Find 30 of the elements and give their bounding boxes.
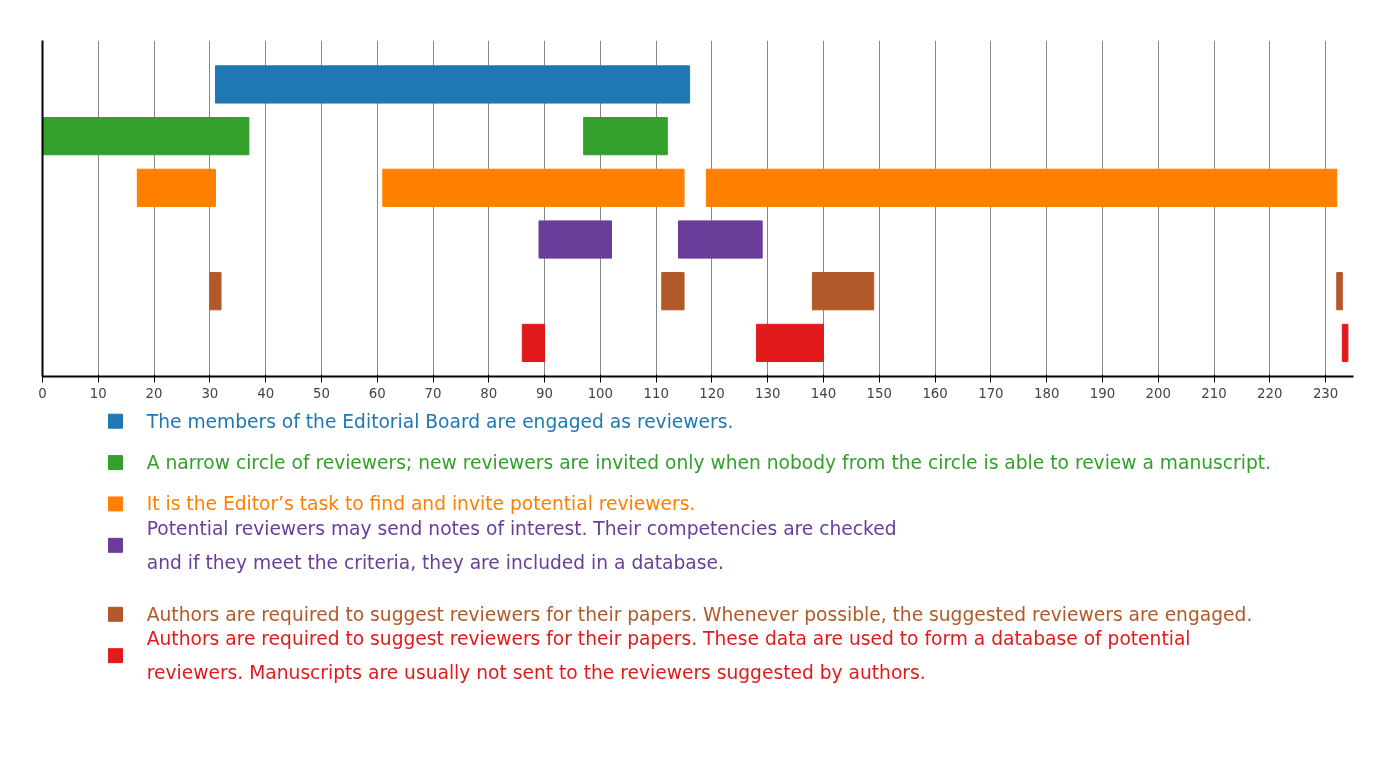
x-tick-label: 0 — [38, 385, 47, 401]
legend-label: Authors are required to suggest reviewers for their papers. Whenever possible, the suggested reviewers are engaged. — [146, 603, 1253, 625]
x-tick-label: 170 — [978, 385, 1004, 401]
legend-label: It is the Editor’s task to find and invite potential reviewers. — [146, 493, 696, 515]
x-tick-label: 90 — [536, 385, 554, 401]
legend-label: A narrow circle of reviewers; new reviewers are invited only when nobody from the circle is able to review a manuscript. — [146, 452, 1272, 474]
x-tick-label: 200 — [1145, 385, 1171, 401]
x-tick-label: 230 — [1312, 385, 1339, 401]
x-tick-label: 140 — [810, 385, 837, 401]
x-tick-label: 120 — [699, 385, 725, 401]
x-tick-label: 220 — [1257, 385, 1283, 401]
legend-label: The members of the Editorial Board are engaged as reviewers. — [145, 410, 734, 432]
x-tick-label: 110 — [643, 385, 669, 401]
x-tick-label: 150 — [866, 385, 893, 401]
x-tick-label: 130 — [755, 385, 781, 401]
x-tick-label: 60 — [368, 385, 386, 401]
x-tick-label: 30 — [201, 385, 219, 401]
x-tick-label: 180 — [1033, 385, 1060, 401]
x-tick-label: 10 — [89, 385, 107, 401]
x-tick-label: 100 — [587, 385, 614, 401]
x-tick-label: 190 — [1089, 385, 1116, 401]
x-tick-label: 70 — [424, 385, 442, 401]
legend-label: Authors are required to suggest reviewers for their papers. These data are used to form a database of potential reviewers. Manuscripts are usually not sent to the reviewers suggested by authors. — [146, 628, 1191, 683]
x-tick-label: 50 — [312, 385, 330, 401]
x-tick-label: 160 — [922, 385, 948, 401]
x-tick-label: 80 — [480, 385, 498, 401]
x-tick-label: 40 — [257, 385, 275, 401]
legend-label: Potential reviewers may send notes of interest. Their competencies are checked and if they meet the criteria, they are included in a database. — [146, 518, 897, 573]
x-tick-label: 20 — [145, 385, 163, 401]
x-tick-label: 210 — [1201, 385, 1227, 401]
